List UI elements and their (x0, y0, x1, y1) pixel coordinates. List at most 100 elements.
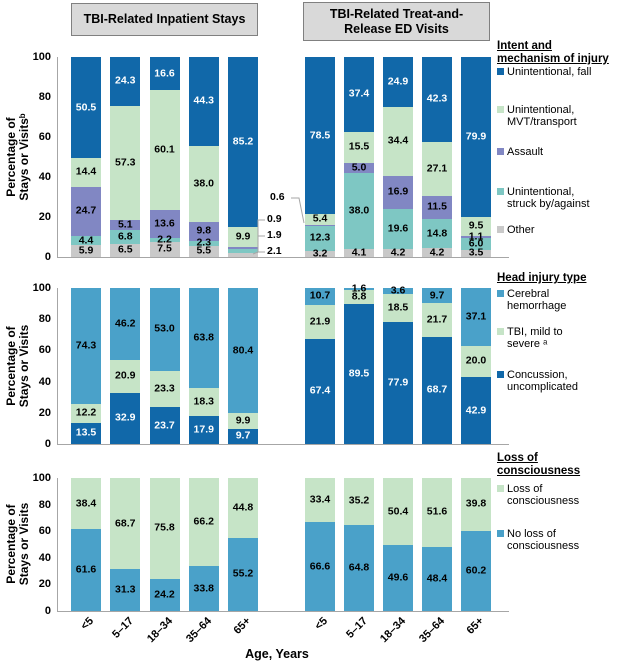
bar-value-label: 85.2 (232, 135, 254, 148)
callout-label-assault-ed-under5: 0.6 (270, 191, 285, 203)
bar-value-label: 1.6 (351, 282, 367, 295)
bar-value-label: 3.6 (390, 284, 406, 297)
bar: 78.5 5.4 12.3 3.2 (305, 57, 335, 259)
bar-segment: 37.1 (461, 288, 491, 346)
bar-value-label: 24.7 (75, 204, 97, 217)
bar-segment: 60.2 (461, 530, 491, 611)
bar-segment: 35.2 (344, 478, 374, 525)
bar-value-label: 78.5 (309, 129, 331, 141)
bar: 66.2 33.8 (188, 478, 219, 611)
bar-segment: 32.9 (110, 392, 141, 444)
bar-value-label: 68.7 (426, 383, 448, 396)
bar-segment: 80.4 (228, 288, 258, 414)
bar-value-label: 68.7 (115, 517, 136, 530)
bar-segment: 6.0 (461, 237, 491, 250)
bar-value-label: 89.5 (348, 367, 370, 380)
legend-item: Cerebral hemorrhage (497, 288, 566, 312)
x-axis-label: <5 (313, 615, 331, 633)
bar-segment: 12.3 (305, 225, 335, 251)
legend-label: Unintentional, struck by/against (507, 186, 590, 210)
bar: 24.3 57.3 5.1 6.8 6.5 (110, 57, 141, 257)
bar-value-label: 16.6 (154, 67, 175, 80)
bar-value-label: 5.1 (117, 218, 133, 231)
y-tick-label: 100 (32, 282, 51, 294)
legend-item: Other (497, 224, 535, 236)
bar-segment: 39.8 (461, 478, 491, 531)
bar-segment: 38.0 (344, 172, 374, 249)
bar-value-label: 4.4 (78, 234, 94, 247)
bar-value-label: 15.5 (348, 140, 370, 153)
bar-value-label: 6.8 (117, 230, 133, 243)
y-tick-label: 20 (38, 406, 51, 419)
bar-value-label: 50.4 (387, 505, 409, 518)
x-axis-title: Age, Years (245, 647, 309, 661)
bar-value-label: 5.9 (78, 244, 94, 257)
bar: 75.8 24.2 (149, 478, 180, 611)
bar-segment: 4.1 (344, 247, 374, 258)
bar-value-label: 38.0 (193, 177, 214, 190)
legend-item: No loss of consciousness (497, 528, 579, 552)
bar-value-label: 9.5 (468, 219, 484, 232)
bar-segment: 9.9 (228, 413, 258, 429)
bar-value-label: 14.4 (75, 165, 97, 178)
bar-segment: 21.7 (422, 303, 452, 337)
bar-segment: 57.3 (110, 105, 141, 221)
bar: 37.4 15.5 5.0 38.0 4.1 (344, 57, 374, 258)
bar-segment: 74.3 (71, 288, 101, 404)
callout-label-other-inpatient-65plus: 2.1 (267, 245, 282, 257)
legend-label: Unintentional, MVT/transport (507, 104, 577, 128)
legend-item: Concussion, uncomplicated (497, 369, 578, 393)
legend-title: Loss of consciousness (497, 452, 581, 477)
bar-segment: 31.3 (110, 569, 141, 611)
bar-value-label: 44.3 (193, 94, 214, 107)
bar-value-label: 12.3 (309, 231, 331, 244)
bar-segment: 10.7 (305, 288, 335, 305)
legend-swatch (497, 530, 504, 537)
panel-header-inpatient-stays: TBI-Related Inpatient Stays (71, 3, 258, 36)
legend-label: TBI, mild to severe ᵃ (507, 326, 563, 350)
bar-value-label: 24.9 (387, 75, 409, 88)
bar: 39.8 60.2 (461, 478, 491, 611)
bar-value-label: 46.2 (115, 317, 136, 330)
bar-segment (228, 247, 258, 249)
bar-value-label: 75.8 (154, 521, 175, 534)
bar: 16.6 60.1 13.6 2.2 7.5 (149, 57, 180, 257)
y-tick-label: 40 (38, 375, 51, 388)
bar-value-label: 5.5 (196, 244, 212, 257)
bar-segment: 66.6 (305, 522, 335, 611)
y-tick-label: 0 (44, 251, 51, 263)
bar-value-label: 9.7 (429, 289, 445, 302)
bar-value-label: 38.0 (348, 204, 370, 217)
legend-label: No loss of consciousness (507, 528, 580, 552)
y-tick-label: 60 (38, 344, 51, 357)
plot-area-intent: 50.5 14.4 24.7 4.4 5.9 24.3 57.3 5.1 6.8 6.5 16.6 6… (57, 57, 509, 259)
bar-value-label: 3.5 (468, 246, 484, 259)
bar-segment: 5.5 (188, 245, 219, 257)
bar-segment: 27.1 (422, 141, 452, 196)
bar-value-label: 33.8 (193, 582, 214, 594)
legend-item: Assault (497, 146, 543, 158)
bar-segment: 18.5 (383, 293, 413, 323)
bar-segment: 14.4 (71, 158, 101, 187)
bar-segment: 53.0 (149, 288, 180, 371)
bar-segment: 33.8 (188, 566, 219, 611)
y-tick-label: 80 (38, 91, 51, 103)
y-axis-ticks-head-injury: 0 20 40 60 80 100 (28, 282, 54, 450)
y-tick-label: 0 (44, 438, 51, 450)
bar-segment: 78.5 (305, 57, 335, 214)
bar-segment: 89.5 (344, 304, 374, 444)
bar-value-label: 6.0 (468, 237, 484, 250)
bar-value-label: 18.5 (387, 301, 409, 314)
bar-segment: 51.6 (422, 478, 452, 547)
callout-label-struck-inpatient-65plus: 1.9 (267, 229, 282, 241)
bar-segment: 67.4 (305, 338, 335, 444)
legend-swatch (497, 106, 504, 113)
bar: 24.9 34.4 16.9 19.6 4.2 (383, 57, 413, 258)
bar-segment: 33.4 (305, 478, 335, 523)
y-tick-label: 80 (38, 313, 51, 326)
plot-area-loss-of-consciousness: 38.4 61.6 68.7 31.3 75.8 24.2 66.2 33.8 44.8 55.2… (57, 478, 509, 612)
bar-value-label: 66.6 (309, 560, 331, 573)
bar-segment: 4.4 (71, 235, 101, 246)
plot-area-head-injury: 74.3 12.2 13.5 46.2 20.9 32.9 53.0 23.3 23.7 63.8… (57, 283, 509, 445)
bar-value-label: 42.3 (426, 92, 448, 105)
